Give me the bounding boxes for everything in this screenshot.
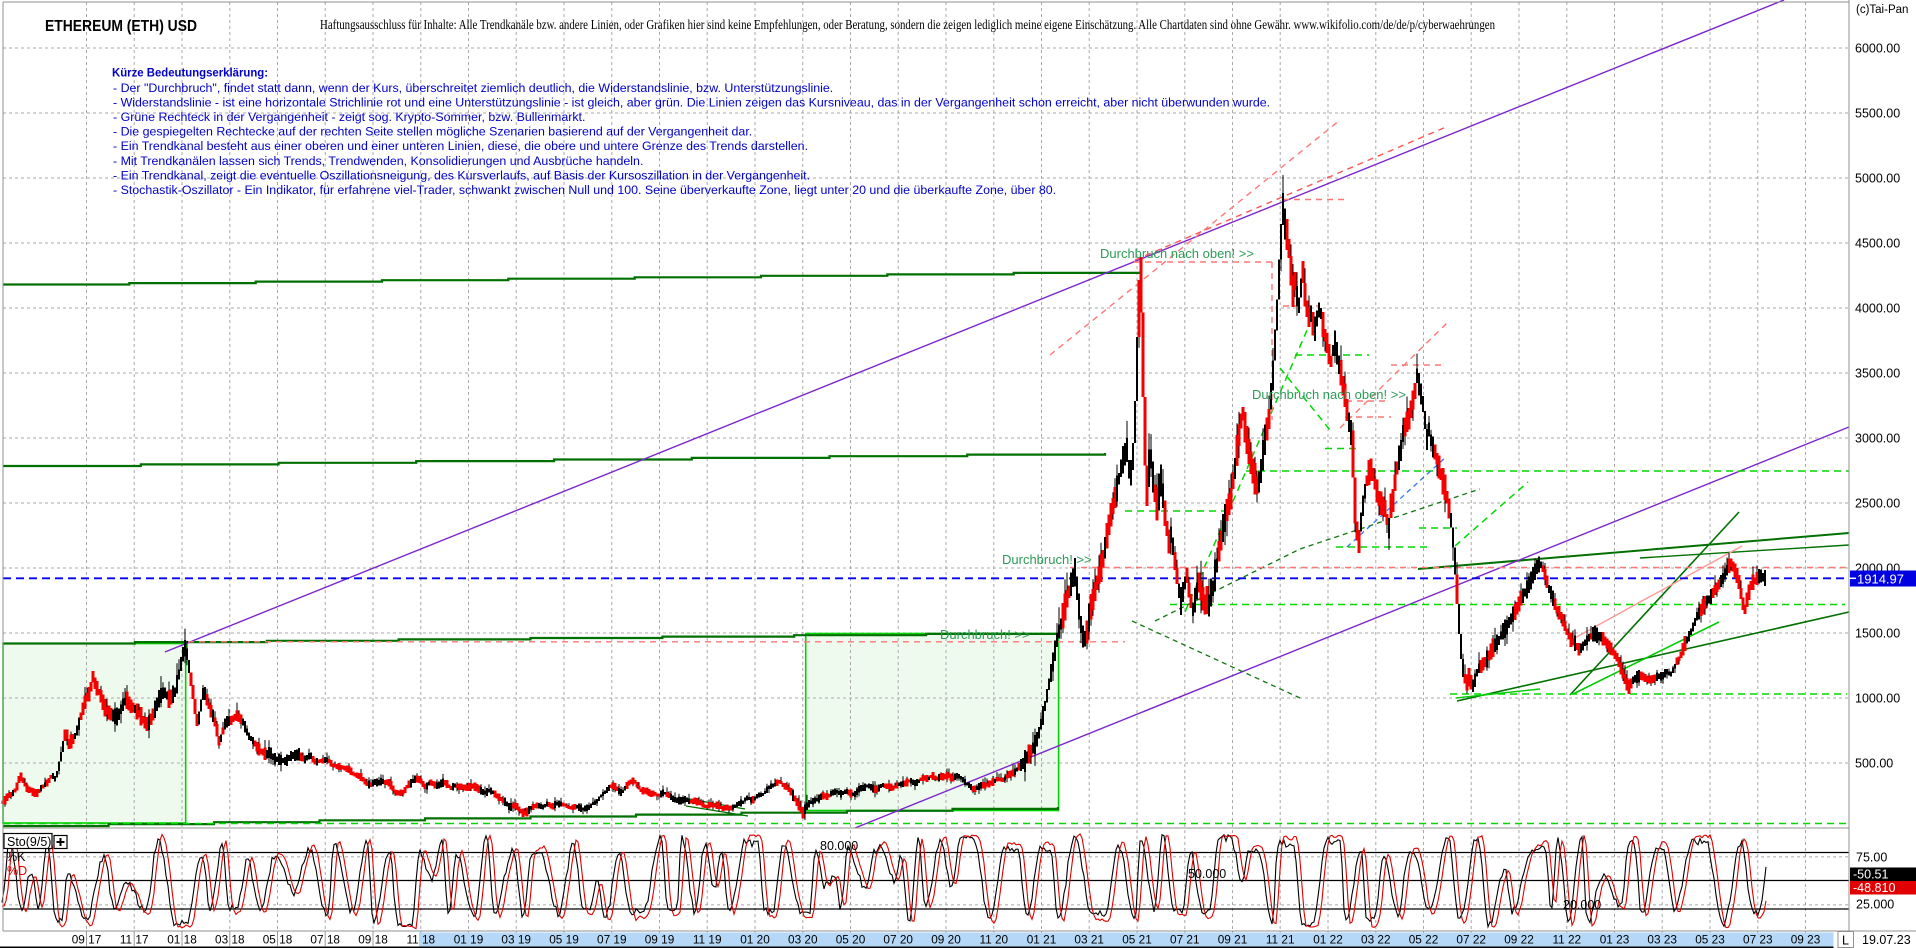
svg-text:- Ein Trendkanal, zeigt die ev: - Ein Trendkanal, zeigt die eventuelle O… (113, 168, 810, 182)
svg-text:05 18: 05 18 (263, 933, 293, 947)
svg-text:03 22: 03 22 (1361, 933, 1391, 947)
svg-text:5500.00: 5500.00 (1855, 107, 1900, 121)
svg-text:07 18: 07 18 (310, 933, 340, 947)
svg-text:09 21: 09 21 (1218, 933, 1248, 947)
svg-text:Durchbruch! >>: Durchbruch! >> (1002, 552, 1092, 567)
svg-text:25.000: 25.000 (1856, 898, 1894, 912)
svg-text:L: L (1842, 934, 1849, 948)
svg-text:ETHEREUM (ETH) USD: ETHEREUM (ETH) USD (45, 18, 197, 35)
svg-text:%D: %D (7, 864, 27, 878)
svg-text:09 22: 09 22 (1504, 933, 1534, 947)
svg-text:05 21: 05 21 (1122, 933, 1152, 947)
svg-text:09 20: 09 20 (931, 933, 961, 947)
svg-text:19.07.23: 19.07.23 (1862, 933, 1911, 947)
svg-text:2500.00: 2500.00 (1855, 497, 1900, 511)
svg-text:3500.00: 3500.00 (1855, 367, 1900, 381)
svg-text:07 19: 07 19 (597, 933, 627, 947)
svg-text:Durchbruch nach oben! >>: Durchbruch nach oben! >> (1252, 387, 1406, 402)
svg-text:Durchbruch! >>: Durchbruch! >> (940, 627, 1030, 642)
svg-text:03 19: 03 19 (501, 933, 531, 947)
svg-text:6000.00: 6000.00 (1855, 42, 1900, 56)
svg-text:05 23: 05 23 (1695, 933, 1725, 947)
svg-text:07 22: 07 22 (1456, 933, 1486, 947)
svg-text:1000.00: 1000.00 (1855, 692, 1900, 706)
svg-text:1500.00: 1500.00 (1855, 627, 1900, 641)
svg-text:09 18: 09 18 (358, 933, 388, 947)
svg-text:- Der "Durchbruch", findet sta: - Der "Durchbruch", findet statt dann, w… (113, 81, 833, 95)
svg-text:01 19: 01 19 (454, 933, 484, 947)
svg-text:07 23: 07 23 (1743, 933, 1773, 947)
svg-text:3000.00: 3000.00 (1855, 432, 1900, 446)
svg-text:Durchbruch nach oben! >>: Durchbruch nach oben! >> (1100, 246, 1254, 261)
svg-text:09 17: 09 17 (72, 933, 102, 947)
svg-text:11 20: 11 20 (979, 933, 1008, 947)
svg-text:(c)Tai-Pan: (c)Tai-Pan (1856, 4, 1908, 16)
svg-text:- Widerstandslinie - ist eine: - Widerstandslinie - ist eine horizontal… (113, 96, 1270, 110)
svg-text:5000.00: 5000.00 (1855, 172, 1900, 186)
svg-text:09 23: 09 23 (1791, 933, 1821, 947)
svg-text:1914.97: 1914.97 (1857, 572, 1904, 587)
svg-text:05 22: 05 22 (1409, 933, 1439, 947)
svg-text:07 21: 07 21 (1170, 933, 1200, 947)
svg-text:03 18: 03 18 (215, 933, 245, 947)
svg-text:11 19: 11 19 (693, 933, 722, 947)
svg-text:03 20: 03 20 (788, 933, 818, 947)
svg-text:500.00: 500.00 (1855, 757, 1893, 771)
svg-text:01 18: 01 18 (167, 933, 197, 947)
svg-text:- Ein Trendkanal besteht aus e: - Ein Trendkanal besteht aus einer obere… (113, 139, 808, 153)
svg-text:20.000: 20.000 (1563, 898, 1601, 912)
svg-text:01 20: 01 20 (740, 933, 770, 947)
svg-text:Kürze Bedeutungserklärung:: Kürze Bedeutungserklärung: (112, 66, 268, 80)
svg-text:50.000: 50.000 (1188, 867, 1226, 881)
svg-text:01 23: 01 23 (1600, 933, 1630, 947)
svg-text:11 17: 11 17 (120, 933, 149, 947)
svg-text:07 20: 07 20 (883, 933, 913, 947)
svg-text:01 21: 01 21 (1027, 933, 1057, 947)
svg-text:- Grüne Rechteck in der Vergan: - Grüne Rechteck in der Vergangenheit - … (113, 110, 585, 124)
svg-text:09 19: 09 19 (645, 933, 675, 947)
svg-text:Haftungsausschluss für Inhalte: Haftungsausschluss für Inhalte: Alle Tre… (320, 17, 1495, 32)
svg-text:11 18: 11 18 (406, 933, 435, 947)
svg-text:Sto(9/5): Sto(9/5) (7, 835, 51, 849)
svg-text:05 19: 05 19 (549, 933, 579, 947)
svg-text:4000.00: 4000.00 (1855, 302, 1900, 316)
svg-text:-48.810: -48.810 (1853, 881, 1895, 895)
svg-text:%K: %K (6, 850, 26, 864)
svg-text:03 21: 03 21 (1074, 933, 1104, 947)
svg-text:80.000: 80.000 (820, 839, 858, 853)
svg-text:4500.00: 4500.00 (1855, 237, 1900, 251)
svg-text:05 20: 05 20 (836, 933, 866, 947)
svg-text:75.00: 75.00 (1856, 851, 1887, 865)
svg-text:11 22: 11 22 (1552, 933, 1581, 947)
svg-text:- Die gespiegelten Rechtecke a: - Die gespiegelten Rechtecke auf der rec… (113, 125, 752, 139)
svg-text:- Mit Trendkanälen lassen sich: - Mit Trendkanälen lassen sich Trends, T… (113, 154, 643, 168)
svg-text:11 21: 11 21 (1266, 933, 1295, 947)
svg-text:03 23: 03 23 (1647, 933, 1677, 947)
svg-text:-50.51: -50.51 (1853, 868, 1888, 882)
svg-text:- Stochastik-Oszillator - Ein: - Stochastik-Oszillator - Ein Indikator,… (113, 183, 1056, 197)
svg-text:01 22: 01 22 (1313, 933, 1343, 947)
